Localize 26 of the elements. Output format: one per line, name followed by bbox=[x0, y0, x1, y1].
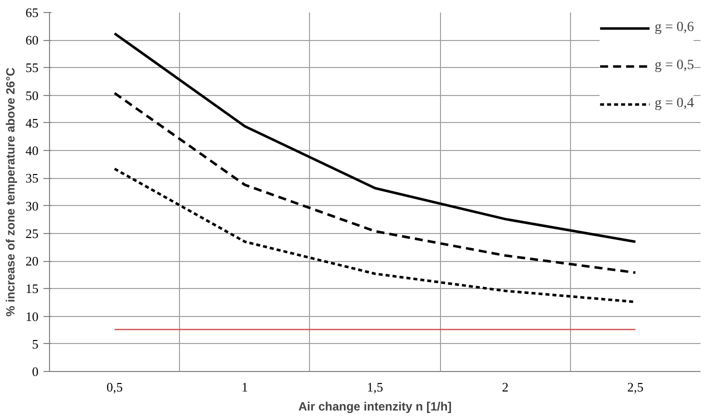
y-tick-label: 40 bbox=[26, 143, 38, 158]
x-tick-label: 2 bbox=[502, 380, 508, 394]
y-tick-label: 45 bbox=[26, 115, 38, 130]
y-tick-label: 20 bbox=[26, 254, 38, 269]
y-tick-label: 30 bbox=[26, 198, 38, 214]
x-tick-label: 1 bbox=[242, 380, 248, 394]
y-tick-label: 55 bbox=[26, 60, 38, 76]
y-tick-label: 65 bbox=[26, 5, 38, 20]
y-axis-title: % increase of zone temperature above 26°C bbox=[4, 67, 18, 316]
legend-label: g = 0,4 bbox=[654, 96, 694, 112]
y-tick-label: 60 bbox=[26, 32, 38, 48]
y-tick-label: 50 bbox=[26, 88, 38, 103]
y-tick-label: 5 bbox=[32, 336, 38, 352]
x-axis-title: Air change intenzity n [1/h] bbox=[298, 400, 452, 414]
y-tick-label: 35 bbox=[26, 170, 38, 186]
x-tick-label: 0,5 bbox=[106, 380, 123, 394]
y-tick-label: 0 bbox=[32, 364, 38, 379]
line-series bbox=[113, 32, 637, 243]
y-tick-label: 15 bbox=[26, 281, 38, 296]
y-tick-label: 10 bbox=[26, 308, 38, 324]
line-series bbox=[113, 92, 637, 274]
x-tick-label: 1,5 bbox=[366, 380, 384, 394]
x-tick-label: 2,5 bbox=[627, 380, 644, 394]
legend-label: g = 0,6 bbox=[654, 20, 694, 36]
y-tick-label: 25 bbox=[26, 226, 38, 241]
legend-label: g = 0,5 bbox=[654, 58, 694, 74]
